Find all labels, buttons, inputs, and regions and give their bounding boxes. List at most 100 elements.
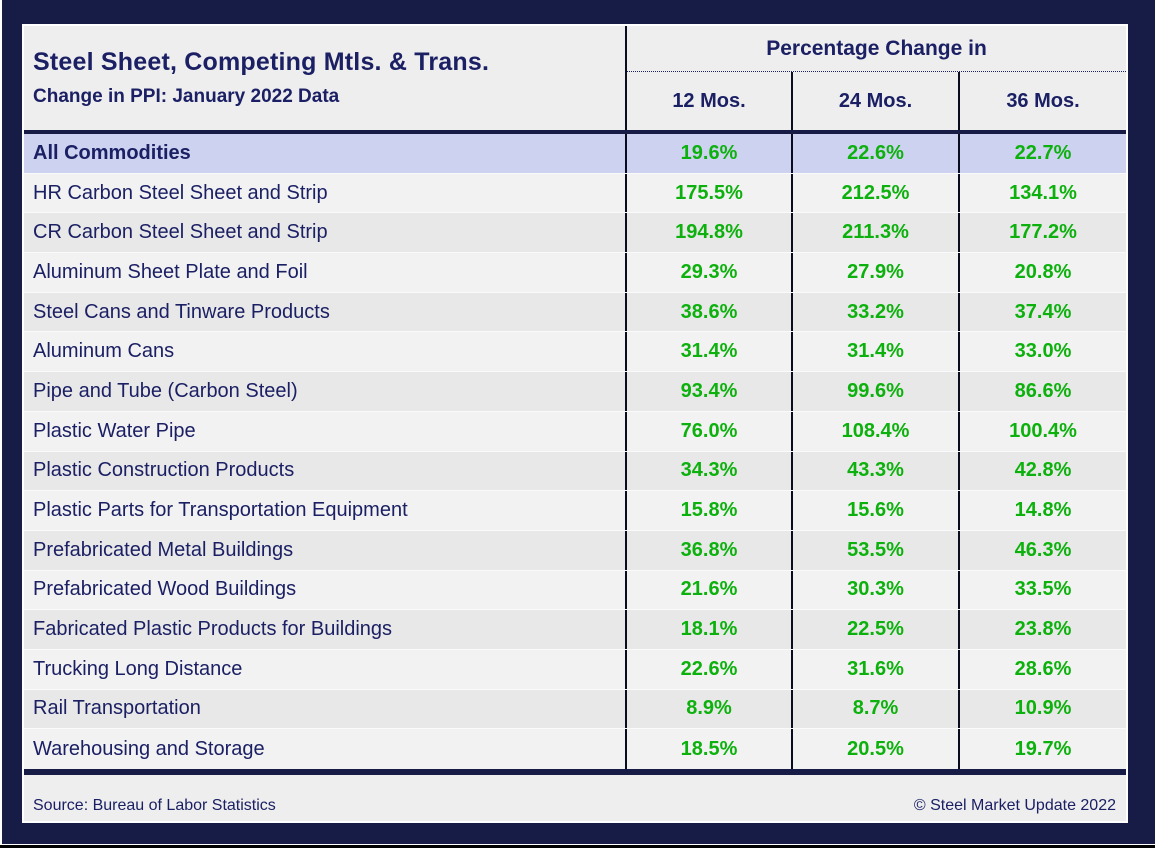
row-label-cell: Steel Cans and Tinware Products: [24, 292, 625, 332]
value-cell-36mos: 20.8%: [960, 253, 1126, 292]
column-separator: [958, 451, 960, 491]
column-separator: [958, 729, 960, 769]
table-row: Pipe and Tube (Carbon Steel) 93.4% 99.6%…: [24, 372, 1126, 412]
column-separator: [625, 332, 627, 372]
value-cell-24mos: 108.4%: [793, 411, 958, 451]
row-label-cell: All Commodities: [24, 134, 625, 173]
col-header-36mos: 36 Mos.: [960, 72, 1126, 130]
column-separator: [625, 729, 627, 769]
value-cell-24mos: 211.3%: [793, 213, 958, 253]
value-cell-12mos: 175.5%: [627, 173, 791, 213]
value-cell-36mos: 46.3%: [960, 530, 1126, 570]
column-separator: [625, 213, 627, 253]
value-cell-12mos: 36.8%: [627, 530, 791, 570]
table-row: CR Carbon Steel Sheet and Strip 194.8% 2…: [24, 213, 1126, 254]
column-separator: [958, 689, 960, 729]
value-cell-12mos: 34.3%: [627, 451, 791, 491]
column-separator: [958, 570, 960, 610]
row-label-cell: CR Carbon Steel Sheet and Strip: [24, 213, 625, 253]
value-cell-24mos: 53.5%: [793, 530, 958, 570]
column-separator: [958, 213, 960, 253]
column-separator: [625, 134, 627, 173]
value-cell-12mos: 76.0%: [627, 411, 791, 451]
row-label-cell: Pipe and Tube (Carbon Steel): [24, 372, 625, 411]
table-row: Prefabricated Wood Buildings 21.6% 30.3%…: [24, 570, 1126, 611]
table-subtitle: Change in PPI: January 2022 Data: [33, 86, 340, 107]
row-label-cell: Rail Transportation: [24, 689, 625, 729]
row-label-cell: Aluminum Cans: [24, 332, 625, 372]
value-cell-24mos: 33.2%: [793, 292, 958, 332]
row-label-cell: Plastic Water Pipe: [24, 411, 625, 451]
column-separator: [791, 729, 793, 769]
row-label-cell: Prefabricated Metal Buildings: [24, 530, 625, 570]
column-separator: [791, 173, 793, 213]
column-separator: [791, 292, 793, 332]
ppi-table: Steel Sheet, Competing Mtls. & Trans. Ch…: [22, 24, 1128, 823]
value-cell-12mos: 29.3%: [627, 253, 791, 292]
column-separator: [958, 372, 960, 411]
column-separator: [958, 292, 960, 332]
row-label-cell: Fabricated Plastic Products for Building…: [24, 610, 625, 649]
value-cell-36mos: 42.8%: [960, 451, 1126, 491]
table-row: Fabricated Plastic Products for Building…: [24, 610, 1126, 650]
value-cell-36mos: 14.8%: [960, 491, 1126, 530]
col-header-12mos: 12 Mos.: [627, 72, 791, 130]
table-row: Steel Cans and Tinware Products 38.6% 33…: [24, 292, 1126, 333]
value-cell-36mos: 19.7%: [960, 729, 1126, 769]
table-row: Trucking Long Distance 22.6% 31.6% 28.6%: [24, 649, 1126, 690]
row-label-cell: Trucking Long Distance: [24, 649, 625, 689]
column-separator: [791, 689, 793, 729]
column-separator: [791, 530, 793, 570]
value-cell-36mos: 33.0%: [960, 332, 1126, 372]
column-separator: [625, 26, 627, 130]
value-cell-24mos: 99.6%: [793, 372, 958, 411]
row-label-cell: Prefabricated Wood Buildings: [24, 570, 625, 610]
table-row: Warehousing and Storage 18.5% 20.5% 19.7…: [24, 729, 1126, 769]
column-separator: [791, 411, 793, 451]
value-cell-12mos: 8.9%: [627, 689, 791, 729]
page-bottom-black-line: [0, 845, 1155, 848]
value-cell-36mos: 10.9%: [960, 689, 1126, 729]
column-separator: [625, 530, 627, 570]
body-footer-divider: [24, 769, 1126, 775]
table-row: Prefabricated Metal Buildings 36.8% 53.5…: [24, 530, 1126, 571]
header-body-divider: [24, 130, 1126, 134]
column-separator: [625, 292, 627, 332]
value-cell-36mos: 134.1%: [960, 173, 1126, 213]
value-cell-36mos: 33.5%: [960, 570, 1126, 610]
value-cell-12mos: 18.5%: [627, 729, 791, 769]
table-row: All Commodities 19.6% 22.6% 22.7%: [24, 134, 1126, 174]
value-cell-24mos: 30.3%: [793, 570, 958, 610]
value-cell-24mos: 43.3%: [793, 451, 958, 491]
table-body: All Commodities 19.6% 22.6% 22.7% HR Car…: [24, 134, 1126, 769]
source-note: Source: Bureau of Labor Statistics: [33, 797, 276, 814]
column-separator: [625, 491, 627, 530]
column-headers-row: 12 Mos. 24 Mos. 36 Mos.: [627, 72, 1126, 130]
column-separator: [791, 610, 793, 649]
column-separator: [791, 372, 793, 411]
value-cell-12mos: 18.1%: [627, 610, 791, 649]
column-separator: [625, 451, 627, 491]
column-separator: [958, 530, 960, 570]
table-row: Plastic Water Pipe 76.0% 108.4% 100.4%: [24, 411, 1126, 452]
value-cell-24mos: 212.5%: [793, 173, 958, 213]
row-label-cell: Plastic Parts for Transportation Equipme…: [24, 491, 625, 530]
copyright-note: © Steel Market Update 2022: [913, 797, 1116, 814]
column-separator: [791, 253, 793, 292]
value-cell-36mos: 28.6%: [960, 649, 1126, 689]
table-footer: Source: Bureau of Labor Statistics © Ste…: [24, 775, 1126, 821]
column-separator: [958, 253, 960, 292]
column-separator: [958, 411, 960, 451]
column-separator: [625, 689, 627, 729]
value-cell-12mos: 31.4%: [627, 332, 791, 372]
column-separator: [625, 570, 627, 610]
value-cell-12mos: 194.8%: [627, 213, 791, 253]
column-separator: [958, 649, 960, 689]
value-cell-24mos: 8.7%: [793, 689, 958, 729]
column-separator: [625, 649, 627, 689]
row-label-cell: Aluminum Sheet Plate and Foil: [24, 253, 625, 292]
row-label-cell: HR Carbon Steel Sheet and Strip: [24, 173, 625, 213]
column-separator: [625, 173, 627, 213]
column-separator: [791, 649, 793, 689]
